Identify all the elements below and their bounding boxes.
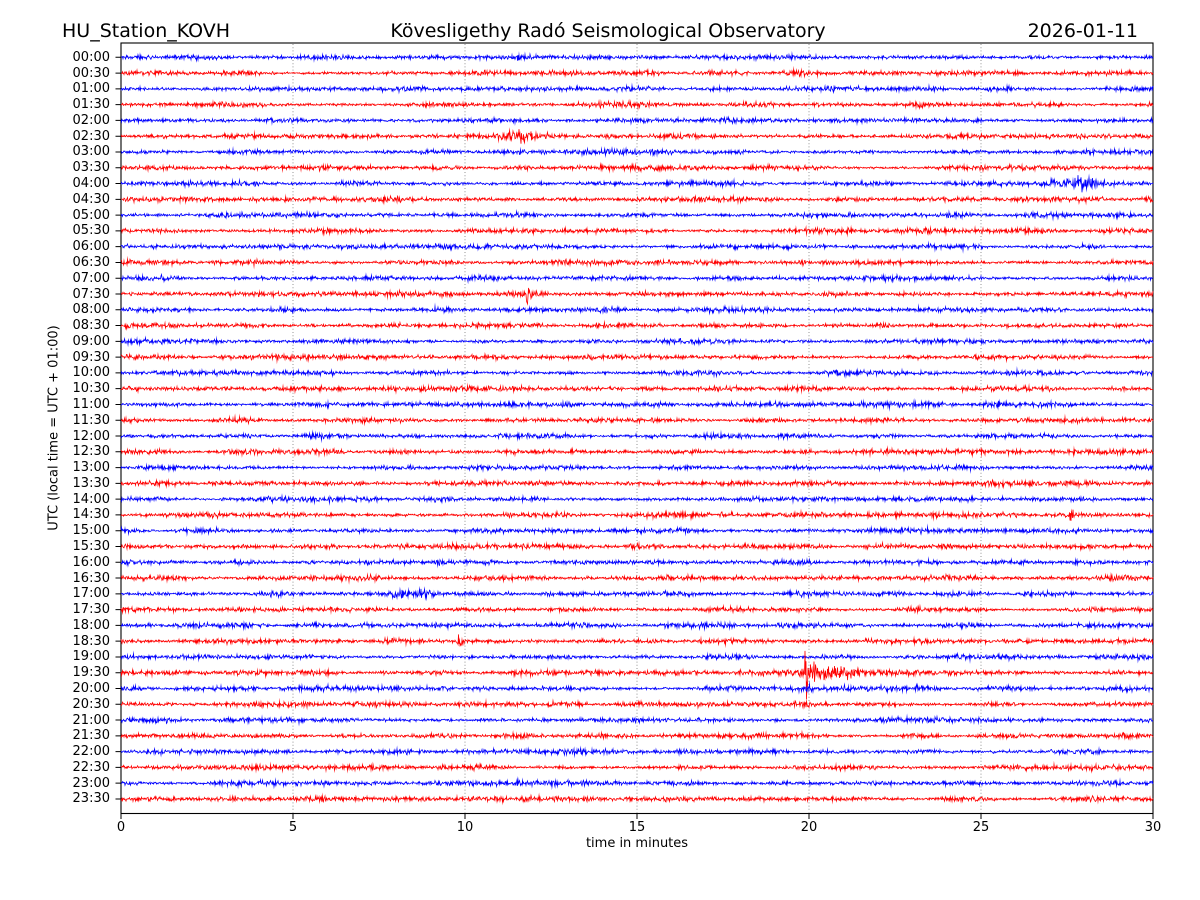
x-tick-label: 30 [1144, 820, 1162, 835]
trace-time-label: 18:30 [72, 633, 110, 649]
trace-time-label: 12:00 [72, 428, 110, 444]
trace-time-label: 14:30 [72, 507, 110, 523]
trace-time-label: 05:30 [72, 223, 110, 239]
trace-time-label: 19:00 [72, 649, 110, 665]
trace-time-label: 15:00 [72, 523, 110, 539]
trace-time-label: 06:00 [72, 239, 110, 255]
y-axis-label: UTC (local time = UTC + 01:00) [46, 325, 62, 531]
trace-time-label: 14:00 [72, 491, 110, 507]
trace-time-label: 22:30 [72, 759, 110, 775]
trace-time-label: 17:30 [72, 602, 110, 618]
trace-time-label: 11:30 [72, 412, 110, 428]
trace-time-label: 04:00 [72, 176, 110, 192]
trace-time-label: 01:00 [72, 81, 110, 97]
x-tick-label: 5 [288, 820, 298, 835]
x-tick-label: 0 [116, 820, 126, 835]
trace-time-label: 17:00 [72, 586, 110, 602]
trace-time-label: 08:00 [72, 302, 110, 318]
trace-time-label: 03:00 [72, 144, 110, 160]
x-tick-label: 15 [628, 820, 646, 835]
trace-time-label: 20:30 [72, 696, 110, 712]
trace-time-label: 16:00 [72, 554, 110, 570]
trace-time-label: 21:00 [72, 712, 110, 728]
trace-time-label: 02:00 [72, 112, 110, 128]
trace-time-label: 00:30 [72, 65, 110, 81]
trace-time-label: 13:00 [72, 460, 110, 476]
trace-time-label: 12:30 [72, 444, 110, 460]
trace-time-label: 09:30 [72, 349, 110, 365]
trace-time-label: 23:30 [72, 791, 110, 807]
trace-time-label: 00:00 [72, 49, 110, 65]
trace-time-label: 11:00 [72, 396, 110, 412]
x-tick-label: 20 [800, 820, 818, 835]
trace-time-label: 10:30 [72, 381, 110, 397]
trace-time-label: 23:00 [72, 775, 110, 791]
trace-time-label: 16:30 [72, 570, 110, 586]
trace-time-label: 13:30 [72, 475, 110, 491]
trace-time-label: 07:30 [72, 286, 110, 302]
x-tick-label: 25 [972, 820, 990, 835]
trace-time-label: 04:30 [72, 191, 110, 207]
trace-time-label: 21:30 [72, 728, 110, 744]
station-title: HU_Station_KOVH [62, 20, 231, 42]
trace-time-label: 22:00 [72, 744, 110, 760]
trace-time-label: 19:30 [72, 665, 110, 681]
observatory-title: Kövesligethy Radó Seismological Observat… [390, 20, 826, 42]
trace-time-label: 18:00 [72, 617, 110, 633]
trace-time-label: 08:30 [72, 318, 110, 334]
trace-time-label: 10:00 [72, 365, 110, 381]
trace-time-label: 03:30 [72, 160, 110, 176]
x-axis-label: time in minutes [585, 836, 689, 851]
trace-time-label: 06:30 [72, 254, 110, 270]
trace-time-label: 01:30 [72, 97, 110, 113]
trace-time-label: 07:00 [72, 270, 110, 286]
trace-time-label: 02:30 [72, 128, 110, 144]
trace-time-label: 09:00 [72, 333, 110, 349]
date-title: 2026-01-11 [1027, 20, 1138, 42]
trace-time-label: 15:30 [72, 538, 110, 554]
trace-time-label: 05:00 [72, 207, 110, 223]
x-tick-label: 10 [456, 820, 474, 835]
trace-time-label: 20:00 [72, 681, 110, 696]
